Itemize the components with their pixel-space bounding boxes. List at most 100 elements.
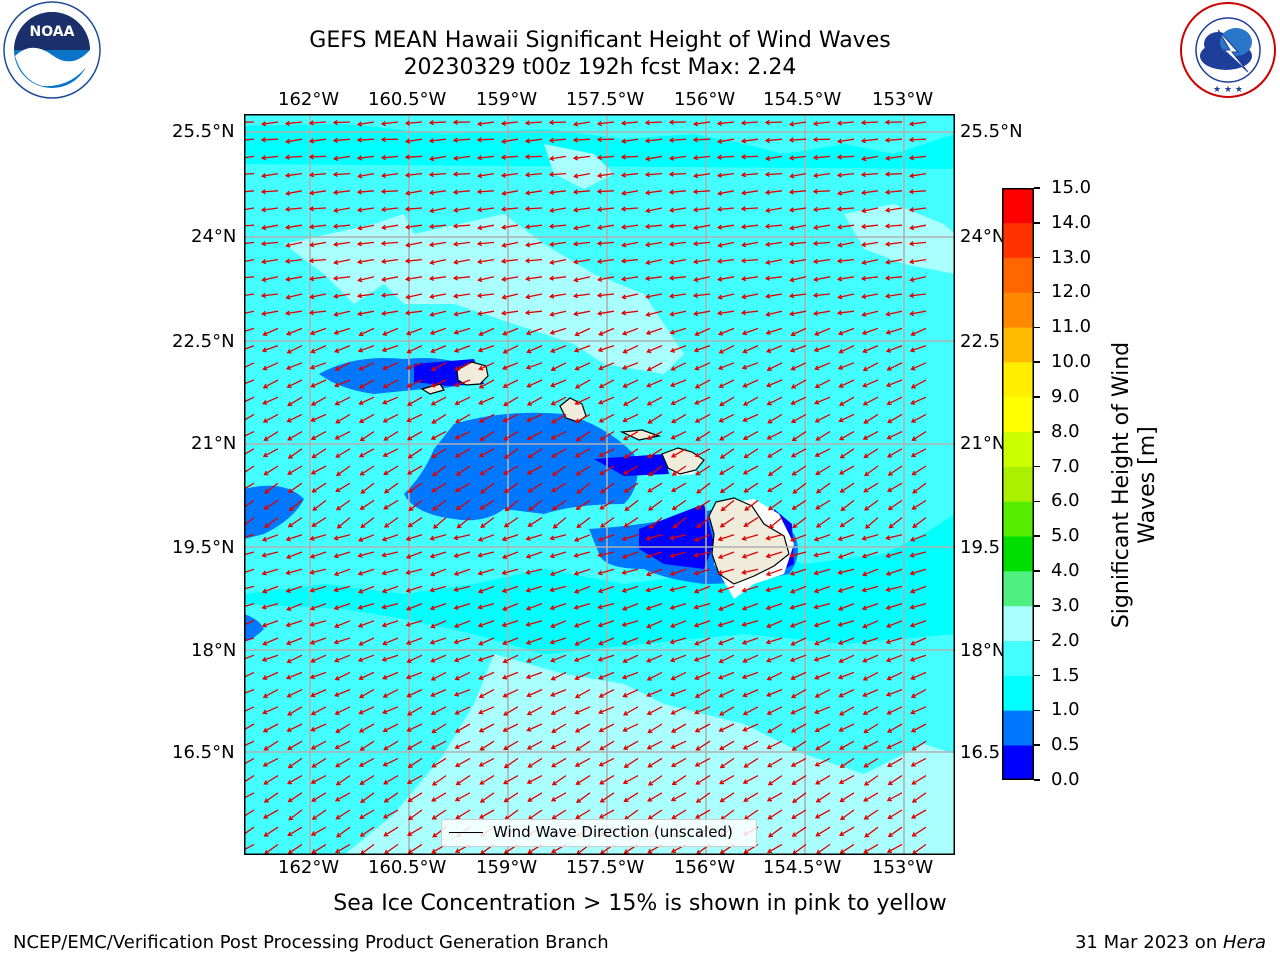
wave-direction-arrow <box>479 448 495 457</box>
wave-direction-arrowhead <box>861 605 867 611</box>
wave-direction-arrowhead <box>430 435 436 440</box>
wave-direction-arrowhead <box>357 570 363 576</box>
wave-direction-arrow <box>454 241 471 246</box>
wave-direction-arrowhead <box>573 311 579 317</box>
wave-direction-arrow <box>310 362 327 369</box>
wave-direction-arrow <box>669 172 687 175</box>
wave-direction-arrowhead <box>765 259 771 265</box>
wave-direction-arrow <box>405 207 423 210</box>
wave-direction-arrow <box>862 310 879 316</box>
wave-direction-arrow <box>576 792 591 803</box>
wave-direction-arrow <box>816 843 831 855</box>
wave-direction-arrowhead <box>766 710 772 715</box>
wave-direction-arrowhead <box>382 709 388 715</box>
wave-direction-arrow <box>287 396 303 406</box>
wave-direction-arrow <box>598 671 615 680</box>
wave-direction-arrow <box>863 379 879 387</box>
wave-direction-arrow <box>887 482 903 492</box>
wave-direction-arrow <box>648 723 663 734</box>
wave-direction-arrow <box>311 465 327 475</box>
wave-direction-arrowhead <box>693 570 699 576</box>
wave-direction-arrowhead <box>863 848 869 854</box>
wave-direction-arrow <box>838 637 855 645</box>
wave-direction-arrow <box>910 310 927 315</box>
wave-direction-arrowhead <box>334 692 340 697</box>
wave-direction-arrowhead <box>598 761 604 767</box>
wave-direction-arrow <box>382 293 399 297</box>
wave-direction-arrow <box>382 224 399 229</box>
wave-direction-arrowhead <box>767 780 773 786</box>
wave-direction-arrowhead <box>599 779 605 785</box>
wave-direction-arrowhead <box>693 656 699 662</box>
wave-direction-arrowhead <box>524 276 531 282</box>
wave-direction-arrow <box>312 757 327 768</box>
wave-direction-arrow <box>550 276 567 280</box>
wave-direction-arrow <box>382 551 399 557</box>
wave-direction-arrowhead <box>430 692 436 698</box>
wave-direction-arrow <box>360 775 375 785</box>
wave-direction-arrowhead <box>383 470 389 475</box>
wave-direction-arrow <box>766 138 783 142</box>
wave-direction-arrow <box>574 224 591 230</box>
wave-direction-arrow <box>718 671 735 679</box>
wave-direction-arrow <box>528 517 543 527</box>
wave-direction-arrowhead <box>884 275 890 281</box>
wave-direction-arrow <box>405 155 423 158</box>
wave-direction-arrowhead <box>407 849 413 854</box>
wave-direction-arrowhead <box>572 241 578 247</box>
wave-direction-arrow <box>695 809 711 819</box>
wave-direction-arrow <box>430 327 447 335</box>
lon-label-bottom: 159°W <box>476 857 538 878</box>
wave-direction-arrow <box>790 258 807 263</box>
wave-direction-arrow <box>310 534 327 540</box>
wave-direction-arrowhead <box>598 727 604 733</box>
wave-direction-arrowhead <box>740 309 746 316</box>
wave-direction-arrowhead <box>358 641 364 646</box>
wave-direction-arrowhead <box>814 417 820 423</box>
wave-direction-arrow <box>838 310 855 314</box>
wave-direction-arrowhead <box>864 505 870 511</box>
wave-direction-arrowhead <box>308 120 314 126</box>
wave-direction-arrow <box>264 482 279 494</box>
wave-direction-arrow <box>502 121 519 125</box>
wave-direction-arrow <box>574 654 591 662</box>
wave-direction-arrow <box>648 809 663 820</box>
wave-direction-arrowhead <box>525 639 532 645</box>
wave-direction-arrow <box>479 809 495 819</box>
wave-direction-arrowhead <box>334 796 341 802</box>
wave-direction-arrow <box>433 517 447 529</box>
wave-direction-arrow <box>743 431 759 440</box>
wave-direction-arrow <box>790 654 807 662</box>
wave-direction-arrow <box>599 499 615 510</box>
wave-direction-arrow <box>718 551 735 559</box>
wave-direction-arrow <box>432 757 447 768</box>
wave-direction-arrowhead <box>645 208 651 214</box>
wave-direction-arrow <box>766 688 783 697</box>
wave-direction-arrowhead <box>696 488 702 494</box>
wave-direction-arrowhead <box>812 258 819 264</box>
wave-direction-arrow <box>911 396 927 405</box>
wave-direction-arrow <box>454 310 471 316</box>
wave-direction-arrowhead <box>332 119 338 126</box>
wave-direction-arrow <box>288 482 303 493</box>
wave-direction-arrowhead <box>284 120 290 126</box>
wave-direction-arrowhead <box>454 728 461 733</box>
wave-direction-arrow <box>286 620 303 627</box>
wave-direction-arrow <box>694 258 711 263</box>
wave-direction-arrowhead <box>452 119 458 125</box>
wave-direction-arrowhead <box>382 727 388 733</box>
wave-direction-arrow <box>598 551 615 557</box>
wave-direction-arrowhead <box>454 796 460 802</box>
wave-direction-arrowhead <box>622 658 628 664</box>
wave-direction-arrowhead <box>573 173 579 179</box>
wave-direction-arrow <box>310 241 327 246</box>
wave-direction-arrow <box>599 379 615 388</box>
wave-direction-arrowhead <box>357 622 364 628</box>
wave-direction-arrow <box>264 775 279 785</box>
wave-direction-arrow <box>598 620 615 627</box>
wave-direction-arrowhead <box>862 744 868 750</box>
wave-direction-arrow <box>840 482 855 493</box>
wave-direction-arrow <box>478 276 495 281</box>
wave-direction-arrowhead <box>453 657 460 663</box>
colorbar-tick-label: 7.0 <box>1051 455 1080 477</box>
